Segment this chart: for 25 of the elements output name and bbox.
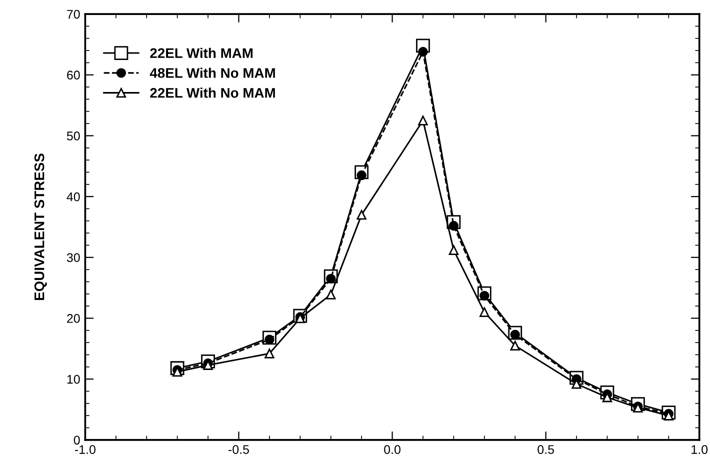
y-tick-label: 50: [66, 132, 80, 140]
y-tick-label: 60: [67, 70, 80, 80]
x-tick-label: 0.5: [538, 445, 554, 454]
point: [418, 116, 428, 126]
point: [510, 340, 520, 350]
point: [264, 348, 274, 358]
point: [418, 46, 428, 57]
x-tick-label: -0.5: [228, 445, 249, 454]
legend-label: 22EL With No MAM: [150, 88, 275, 98]
y-tick-label: 70: [67, 10, 80, 19]
legend-label: 22EL With MAM: [150, 48, 253, 58]
x-tick-label: -1.0: [74, 445, 96, 454]
point: [356, 210, 366, 220]
y-tick-label: 10: [67, 374, 80, 384]
y-tick-label: 40: [66, 192, 80, 202]
y-tick-label: 0: [74, 436, 80, 445]
x-tick-label: 1.0: [692, 445, 708, 454]
legend-label: 48EL With No MAM: [150, 68, 275, 78]
y-tick-label: 20: [67, 314, 80, 323]
x-tick-label: 0.0: [384, 445, 400, 454]
point: [448, 245, 459, 255]
point: [326, 290, 336, 300]
y-axis-title: EQUIVALENT STRESS: [34, 154, 47, 300]
y-tick-label: 30: [66, 253, 80, 262]
point: [480, 307, 490, 318]
